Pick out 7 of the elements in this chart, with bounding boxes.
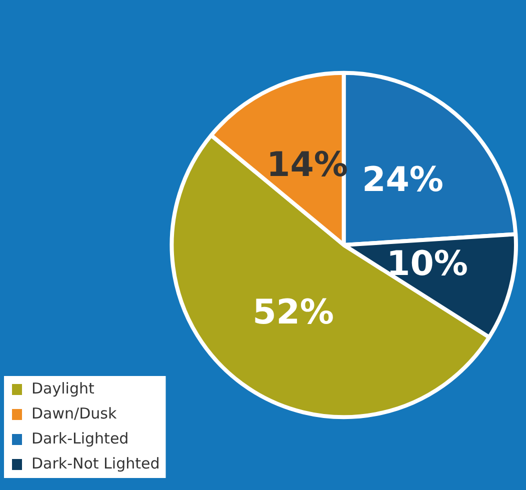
data-label: 24% <box>362 160 444 200</box>
data-label: 10% <box>386 244 468 284</box>
legend-label: Dawn/Dusk <box>32 404 117 422</box>
legend-label: Daylight <box>32 379 94 398</box>
legend-label: Dark-Not Lighted <box>32 454 160 472</box>
data-label: 52% <box>252 292 334 332</box>
legend-label: Dark-Lighted <box>32 429 129 448</box>
